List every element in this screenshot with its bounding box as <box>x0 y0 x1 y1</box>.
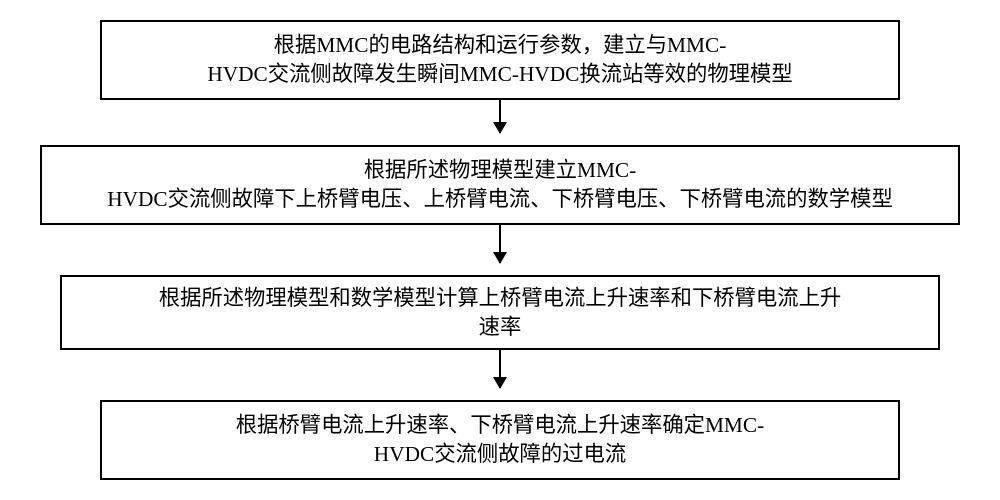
flow-node-3-text: 根据所述物理模型和数学模型计算上桥臂电流上升速率和下桥臂电流上升 速率 <box>159 284 842 342</box>
flow-node-4: 根据桥臂电流上升速率、下桥臂电流上升速率确定MMC- HVDC交流侧故障的过电流 <box>100 400 900 480</box>
flow-node-1: 根据MMC的电路结构和运行参数，建立与MMC- HVDC交流侧故障发生瞬间MMC… <box>100 20 900 100</box>
flow-arrow-3 <box>499 350 501 388</box>
flow-node-3: 根据所述物理模型和数学模型计算上桥臂电流上升速率和下桥臂电流上升 速率 <box>60 275 940 350</box>
flow-arrow-1 <box>499 100 501 133</box>
flow-node-2-text: 根据所述物理模型建立MMC- HVDC交流侧故障下上桥臂电压、上桥臂电流、下桥臂… <box>107 156 893 214</box>
flow-node-2: 根据所述物理模型建立MMC- HVDC交流侧故障下上桥臂电压、上桥臂电流、下桥臂… <box>40 145 960 225</box>
flowchart-canvas: 根据MMC的电路结构和运行参数，建立与MMC- HVDC交流侧故障发生瞬间MMC… <box>0 0 1000 500</box>
flow-arrow-2 <box>499 225 501 263</box>
flow-node-1-text: 根据MMC的电路结构和运行参数，建立与MMC- HVDC交流侧故障发生瞬间MMC… <box>207 31 792 89</box>
flow-node-4-text: 根据桥臂电流上升速率、下桥臂电流上升速率确定MMC- HVDC交流侧故障的过电流 <box>236 411 764 469</box>
